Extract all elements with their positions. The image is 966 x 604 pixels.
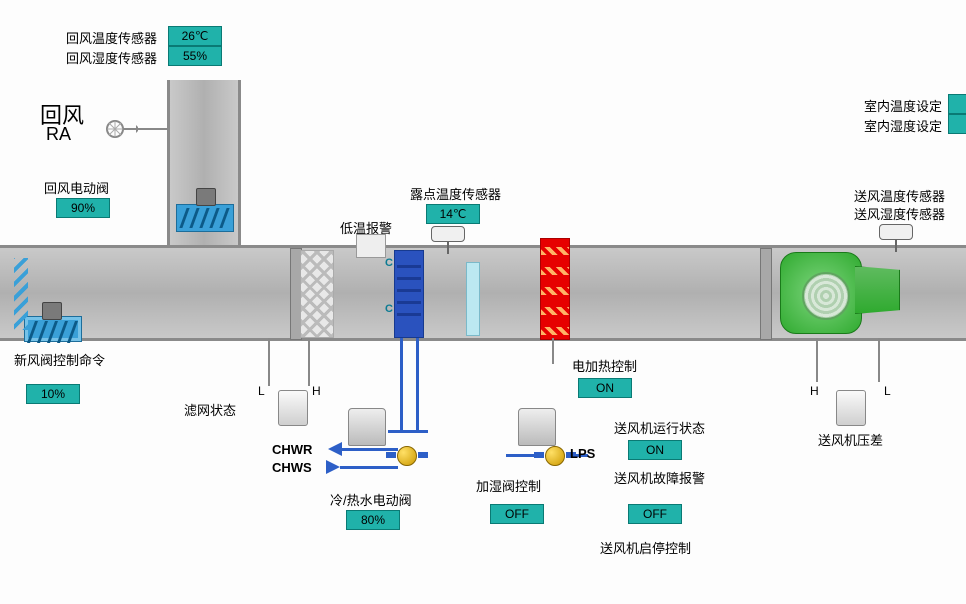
return-damper-actuator <box>196 188 216 206</box>
fan-dp-L: L <box>884 384 891 398</box>
lps-label: LPS <box>570 446 595 461</box>
fresh-air-actuator <box>42 302 62 320</box>
chw-valve-value[interactable]: 80% <box>346 510 400 530</box>
filter-status-label: 滤网状态 <box>184 400 236 419</box>
humid-ctrl-label: 加湿阀控制 <box>476 476 541 495</box>
humidifier-element <box>466 262 480 336</box>
fan-dp-line-H <box>816 338 818 382</box>
room-temp-set-label: 室内温度设定 <box>864 96 942 115</box>
fan-dp-line-L <box>878 338 880 382</box>
filter-dp-switch <box>278 390 308 426</box>
chwr-line <box>340 448 398 451</box>
filter-L: L <box>258 384 265 398</box>
chw-manifold-1 <box>388 430 428 433</box>
humid-line-L <box>506 454 542 457</box>
chwr-label: CHWR <box>272 442 312 457</box>
chws-arrow-icon <box>326 460 340 474</box>
supply-temp-label: 送风温度传感器 <box>854 186 945 205</box>
fresh-cmd-label: 新风阀控制命令 <box>14 350 105 369</box>
return-damper-value[interactable]: 90% <box>56 198 110 218</box>
fan-fault-label: 送风机故障报警 <box>614 468 705 487</box>
room-hum-set-value[interactable]: 55 <box>948 114 966 134</box>
return-temp-sensor-label: 回风温度传感器 <box>66 28 157 47</box>
filter-dp-line-L <box>268 338 270 386</box>
dewpoint-value[interactable]: 14℃ <box>426 204 480 224</box>
fan-fault-value[interactable]: OFF <box>628 504 682 524</box>
return-damper-label: 回风电动阀 <box>44 178 109 197</box>
heating-coil <box>540 238 570 340</box>
chw-pipe-R <box>416 338 419 432</box>
dewpoint-label: 露点温度传感器 <box>410 184 501 203</box>
chw-pipe-L <box>400 338 403 432</box>
fan-dp-switch <box>836 390 866 426</box>
supply-fan[interactable] <box>780 252 900 338</box>
humid-valve-actuator <box>518 408 556 446</box>
chw-valve[interactable] <box>396 444 418 466</box>
filter-H: H <box>312 384 321 398</box>
chwr-arrow-icon <box>328 442 342 456</box>
humid-ctrl-value[interactable]: OFF <box>490 504 544 524</box>
fan-run-label: 送风机运行状态 <box>614 418 705 437</box>
filter-element <box>300 250 334 338</box>
flange-2 <box>760 248 772 340</box>
filter-dp-line-H <box>308 338 310 386</box>
fan-run-value[interactable]: ON <box>628 440 682 460</box>
return-damper-symbol <box>106 116 138 142</box>
cooling-coil: CC <box>394 250 424 338</box>
fan-dp-H: H <box>810 384 819 398</box>
humidifier-valve[interactable] <box>544 444 566 466</box>
chw-valve-label: 冷/热水电动阀 <box>330 490 412 509</box>
return-damper[interactable] <box>176 204 234 232</box>
dewpoint-probe <box>428 226 468 250</box>
room-hum-set-label: 室内湿度设定 <box>864 116 942 135</box>
heater-ctrl-label: 电加热控制 <box>572 356 637 375</box>
fan-cmd-label: 送风机启停控制 <box>600 538 691 557</box>
fresh-cmd-value[interactable]: 10% <box>26 384 80 404</box>
supply-probe <box>876 224 916 248</box>
heater-line <box>552 338 554 364</box>
chw-valve-actuator <box>348 408 386 446</box>
low-temp-alarm-box <box>356 234 386 258</box>
fresh-air-louver <box>14 258 28 330</box>
fan-dp-label: 送风机压差 <box>818 430 883 449</box>
return-temp-value[interactable]: 26℃ <box>168 26 222 46</box>
room-temp-set-value[interactable]: 26 <box>948 94 966 114</box>
return-hum-value[interactable]: 55% <box>168 46 222 66</box>
chws-line <box>340 466 398 469</box>
heater-ctrl-value[interactable]: ON <box>578 378 632 398</box>
return-symbol-link <box>138 128 168 130</box>
return-air-code: RA <box>46 124 71 145</box>
chws-label: CHWS <box>272 460 312 475</box>
return-hum-sensor-label: 回风湿度传感器 <box>66 48 157 67</box>
supply-hum-label: 送风湿度传感器 <box>854 204 945 223</box>
